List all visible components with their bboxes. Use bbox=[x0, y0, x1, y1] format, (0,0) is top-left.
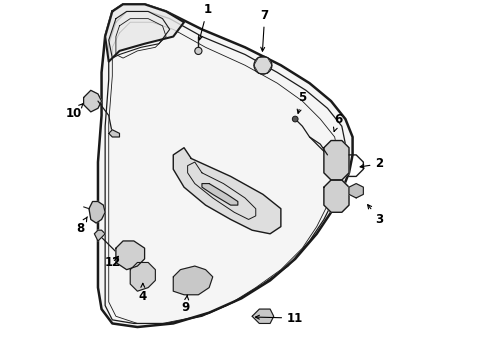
Text: 8: 8 bbox=[76, 217, 87, 235]
Text: 7: 7 bbox=[261, 9, 269, 51]
Polygon shape bbox=[105, 4, 184, 62]
Polygon shape bbox=[349, 184, 364, 198]
Text: 12: 12 bbox=[104, 256, 121, 269]
Polygon shape bbox=[324, 180, 349, 212]
Text: 3: 3 bbox=[368, 204, 384, 226]
Polygon shape bbox=[95, 230, 105, 241]
Text: 9: 9 bbox=[182, 295, 190, 314]
Polygon shape bbox=[252, 309, 274, 323]
Circle shape bbox=[254, 56, 272, 74]
Text: 11: 11 bbox=[255, 311, 303, 325]
Text: 1: 1 bbox=[198, 3, 211, 40]
Text: 6: 6 bbox=[334, 113, 343, 131]
Text: 2: 2 bbox=[360, 157, 384, 170]
Polygon shape bbox=[89, 202, 105, 223]
Polygon shape bbox=[98, 4, 353, 327]
Polygon shape bbox=[109, 130, 120, 137]
Circle shape bbox=[195, 47, 202, 54]
Polygon shape bbox=[324, 140, 349, 180]
Circle shape bbox=[293, 116, 298, 122]
Text: 10: 10 bbox=[66, 104, 83, 120]
Polygon shape bbox=[84, 90, 101, 112]
Polygon shape bbox=[116, 241, 145, 270]
Text: 5: 5 bbox=[297, 91, 307, 113]
Polygon shape bbox=[130, 262, 155, 291]
Polygon shape bbox=[173, 266, 213, 295]
Text: 4: 4 bbox=[139, 283, 147, 303]
Polygon shape bbox=[202, 184, 238, 205]
Polygon shape bbox=[173, 148, 281, 234]
